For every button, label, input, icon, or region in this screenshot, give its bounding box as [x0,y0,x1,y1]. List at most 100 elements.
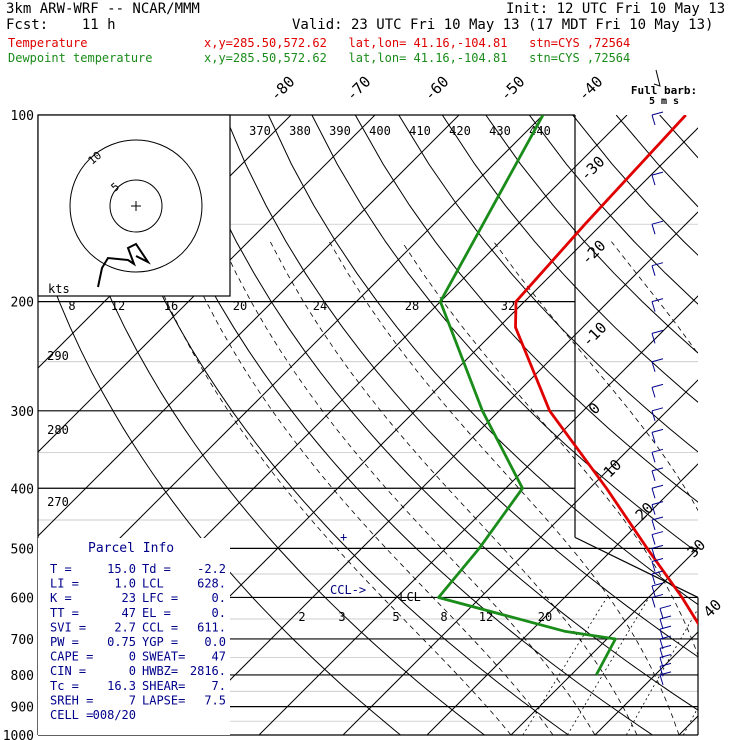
temperature-legend: Temperature [8,36,88,50]
moist-adiabat [141,241,512,735]
parcel-value: 1.0 [114,577,136,591]
parcel-key: YGP = [142,635,178,649]
wind-barb-flag [651,407,664,412]
wind-barb-flag [651,484,664,489]
parcel-value: 2.7 [114,620,136,634]
theta-label: 280 [47,423,69,437]
parcel-key: CIN = [50,664,86,678]
parcel-key: TT = [50,606,79,620]
theta-label: 380 [289,124,311,138]
isotherm [38,115,376,453]
parcel-key: CCL = [142,620,178,634]
parcel-value: 0.0 [204,635,226,649]
isotherm-label: 20 [632,499,658,525]
dry-adiabat [50,115,485,735]
pressure-tick-label: 700 [11,633,34,648]
isotherm-label: -70 [343,73,375,105]
dry-adiabat [180,115,698,711]
hodograph-ring [109,179,163,233]
wind-barb [651,410,656,421]
wind-barb-flag [651,531,664,536]
forecast-hour: Fcst: 11 h [6,17,116,33]
isotherm [510,547,698,735]
wind-barb [659,608,664,619]
parcel-key: T = [50,562,72,576]
wind-barb [651,573,656,585]
header: 3km ARW-WRF -- NCAR/MMM Fcst: 11 h Init:… [0,0,740,70]
parcel-value: 47 [122,606,136,620]
wind-barb [651,174,656,186]
isotherm-label: 40 [700,596,726,622]
wind-barb [651,432,656,443]
isotherm-label: -60 [421,73,453,105]
wind-barb [651,114,656,126]
mixing-ratio-label: 3 [338,610,345,624]
hodograph-ring [69,139,203,273]
isotherm-label: 0 [585,399,604,418]
wind-barb-flag [651,111,664,116]
parcel-key: SREH = [50,693,93,707]
isotherm-label: -40 [575,73,607,105]
isotherm [174,211,698,735]
hodograph-speed-label: 8 [68,299,75,313]
pressure-tick-label: 100 [11,109,34,124]
parcel-key: LCL [142,577,164,591]
wind-barb [651,548,656,559]
pressure-tick-label: 200 [11,296,34,311]
dewpoint-profile [437,115,617,676]
hodograph-speed-label: 12 [111,299,125,313]
theta-label: 370 [249,124,271,138]
dry-adiabat [38,242,401,735]
wind-barb-flag [651,558,664,562]
wind-barb [659,618,664,630]
parcel-value: 47 [212,650,226,664]
theta-label: 430 [489,124,511,138]
dry-adiabat [441,115,698,403]
wind-barb [651,488,656,499]
parcel-value: 23 [122,591,136,605]
pressure-tick-label: 600 [11,591,34,606]
dewpoint-station-info: x,y=285.50,572.62 lat,lon= 41.16,-104.81… [204,51,631,65]
wind-barb-flag [651,262,664,267]
isotherm-label: -80 [267,73,299,105]
dry-adiabat [398,115,698,453]
parcel-value: 15.0 [107,562,136,576]
barb-unit: 5 m s [649,96,679,107]
parcel-value: 7.5 [204,693,226,707]
theta-label: 290 [47,349,69,363]
mixing-ratio-label: 20 [538,610,552,624]
wind-barb-flag [659,671,672,676]
parcel-value: 2816. [190,664,226,678]
wind-barb-flag [651,358,664,363]
dry-adiabat [137,115,653,735]
parcel-key: Tc = [50,679,79,693]
parcel-value: 0. [212,591,226,605]
wind-barb-flag [659,615,672,620]
isotherm-label: 30 [684,536,710,562]
hodograph-trace [97,242,151,288]
parcel-value: 008/20 [93,708,136,722]
wind-barb-flag [651,570,664,575]
isotherm [38,115,460,537]
wind-barb [651,504,656,515]
parcel-value: 7. [212,679,226,693]
hodograph-speed-label: 20 [233,299,247,313]
isotherm [594,631,698,735]
isotherm [426,463,698,735]
wind-barb [651,224,656,235]
wind-barb-flag [651,383,664,388]
mixing-ratio-line [567,597,650,735]
wind-barb-flag [651,448,664,453]
wind-barb-flag [651,298,664,303]
wind-barb-flag [659,662,672,667]
wind-barb [651,519,656,531]
parcel-value: 16.3 [107,679,136,693]
wind-barb-flag [651,501,664,506]
parcel-key: CAPE = [50,650,93,664]
parcel-value: 7 [129,693,136,707]
pressure-tick-label: 1000 [3,729,34,740]
wind-barb-flag [651,467,664,472]
wind-barb-flag [651,593,664,598]
temperature-station-info: x,y=285.50,572.62 lat,lon= 41.16,-104.81… [204,36,631,50]
